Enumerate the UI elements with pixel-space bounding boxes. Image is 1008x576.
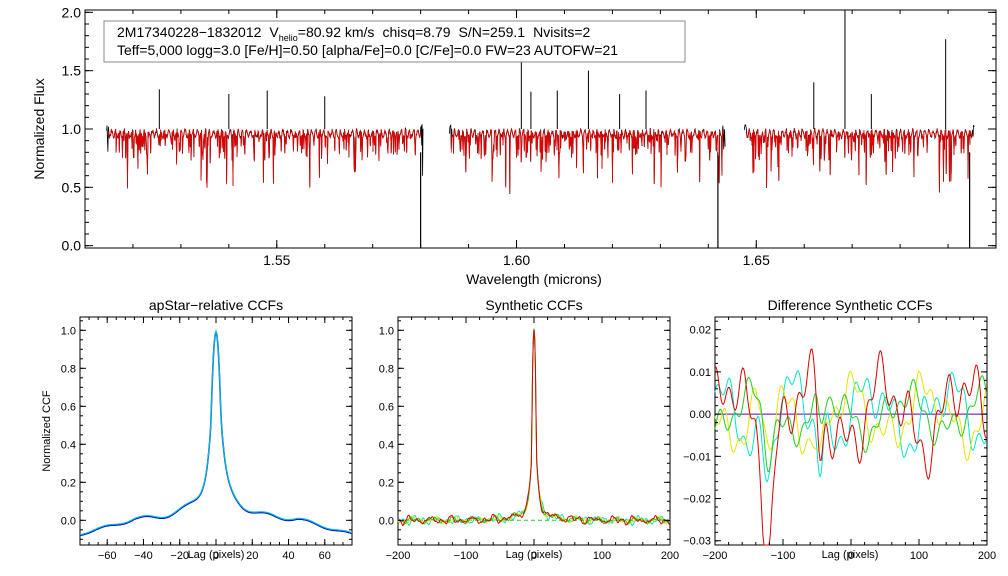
apstar-ccf-axes-frame [79,316,353,546]
difference-ccf-ticks: −200 −100 0 100 200 −0.03 −0.02 −0.01 0.00 0.01 0.… [683,317,996,562]
vhelio-value: =80.92 km/s [298,24,375,40]
y-tick-label-1: 0.5 [62,179,82,195]
apstar-ccf-title: apStar−relative CCFs [149,297,283,313]
difference-ccf-series-0 [714,370,987,483]
y-tick-label-3: 0.6 [61,401,76,413]
apstar-ccf-ticks: −60 −40 −20 0 20 40 60 0.0 0.2 0.4 0.6 0.8 1.0 [61,317,353,562]
x-tick-label-0: −60 [98,550,117,562]
y-tick-label-4: 0.01 [690,367,711,379]
synthetic-ccf-title: Synthetic CCFs [485,297,582,313]
x-tick-label-5: 40 [282,550,294,562]
x-tick-label-3: 100 [910,550,928,562]
synthetic-ccf-xlabel: Lag (pixels) [506,549,563,561]
difference-ccf-lines [714,348,987,546]
synthetic-ccf-series-3 [397,329,671,527]
apstar-ccf-series-1 [79,329,353,536]
synthetic-ccf-panel: Synthetic CCFs −200 −100 0 100 200 0.0 0.2 0.4 0… [379,297,679,562]
chisq-value: chisq=8.79 [382,24,450,40]
legend-line-2: Teff=5,000 logg=3.0 [Fe/H]=0.50 [alpha/F… [117,42,618,58]
x-tick-label-4: 200 [978,550,996,562]
legend-line-1: 2M17340228−1832012 Vhelio=80.92 km/s chisq… [117,24,591,43]
difference-ccf-xlabel: Lag (pixels) [822,549,879,561]
synthetic-ccf-series-1 [397,329,671,525]
x-tick-label-0: 1.55 [263,252,290,268]
x-tick-label-1: −100 [454,550,479,562]
apstar-ccf-xlabel: Lag (pixels) [188,549,245,561]
object-id: 2M17340228−1832012 [117,24,262,40]
spectrum-xlabel: Wavelength (microns) [466,271,602,287]
y-tick-label-1: −0.02 [683,494,711,506]
synthetic-ccf-axes-frame [397,316,671,546]
y-tick-label-4: 0.8 [379,363,394,375]
y-tick-label-2: −0.01 [683,451,711,463]
difference-ccf-panel: Difference Synthetic CCFs −200 −100 0 100 20… [683,297,996,562]
x-tick-label-1: −40 [134,550,153,562]
nvisits-value: Nvisits=2 [533,24,590,40]
apstar-ccf-panel: apStar−relative CCFs −60 −40 −20 0 20 40 60 0.0… [41,297,353,562]
legend-box-frame [103,20,686,63]
y-tick-label-0: 0.0 [61,515,76,527]
y-tick-label-2: 1.0 [62,121,82,137]
difference-ccf-title: Difference Synthetic CCFs [768,297,933,313]
spectrum-lines [106,10,975,248]
x-tick-label-2: 1.65 [743,252,770,268]
difference-ccf-axes-frame [714,316,988,546]
y-tick-label-5: 1.0 [379,325,394,337]
spectrum-legend-box: 2M17340228−1832012 Vhelio=80.92 km/s chisq… [103,20,686,63]
x-tick-label-4: 20 [246,550,258,562]
y-tick-label-5: 1.0 [61,325,76,337]
y-tick-label-0: −0.03 [683,536,711,548]
apstar-ccf-series-0 [79,329,353,537]
synthetic-ccf-lines [397,328,671,527]
y-tick-label-4: 2.0 [62,4,82,20]
apstar-ccf-ylabel: Normalized CCF [41,390,53,472]
x-tick-label-2: 0 [848,550,854,562]
model-spectrum-chip-0 [108,128,422,189]
vhelio-subscript: helio [279,33,298,43]
x-tick-label-0: −200 [386,550,411,562]
difference-ccf-series-1 [714,370,987,462]
y-tick-label-2: 0.4 [379,439,394,451]
model-spectrum-chip-1 [450,127,724,194]
x-tick-label-3: 0 [213,550,219,562]
spectrum-ticks: 1.55 1.60 1.65 0.0 0.5 1.0 1.5 2.0 [62,4,996,268]
x-tick-label-4: 200 [661,550,679,562]
synthetic-ccf-ticks: −200 −100 0 100 200 0.0 0.2 0.4 0.6 0.8 1.0 [379,317,679,562]
y-tick-label-5: 0.02 [690,325,711,337]
difference-ccf-series-3 [714,348,987,546]
x-tick-label-2: 0 [531,550,537,562]
y-tick-label-3: 0.6 [379,401,394,413]
y-tick-label-0: 0.0 [379,515,394,527]
model-spectrum-chip-2 [745,127,973,193]
y-tick-label-3: 1.5 [62,63,82,79]
y-tick-label-1: 0.2 [61,477,76,489]
y-tick-label-3: 0.00 [690,409,711,421]
x-tick-label-1: 1.60 [503,252,530,268]
snr-value: S/N=259.1 [459,24,526,40]
x-tick-label-2: −20 [170,550,189,562]
x-tick-label-1: −100 [771,550,796,562]
difference-ccf-series-2 [714,374,987,472]
y-tick-label-0: 0.0 [62,238,82,254]
y-tick-label-1: 0.2 [379,477,394,489]
y-tick-label-4: 0.8 [61,363,76,375]
spectrum-panel: 1.55 1.60 1.65 0.0 0.5 1.0 1.5 2.0 2M17340228−1… [31,4,997,287]
y-tick-label-2: 0.4 [61,439,76,451]
x-tick-label-3: 100 [593,550,611,562]
x-tick-label-0: −200 [703,550,728,562]
apstar-ccf-lines [79,329,353,537]
vhelio-label: V [269,24,279,40]
synthetic-ccf-series-2 [397,328,671,526]
synthetic-ccf-series-0 [397,328,671,526]
spectrum-ylabel: Normalized Flux [31,78,47,179]
x-tick-label-6: 60 [319,550,331,562]
